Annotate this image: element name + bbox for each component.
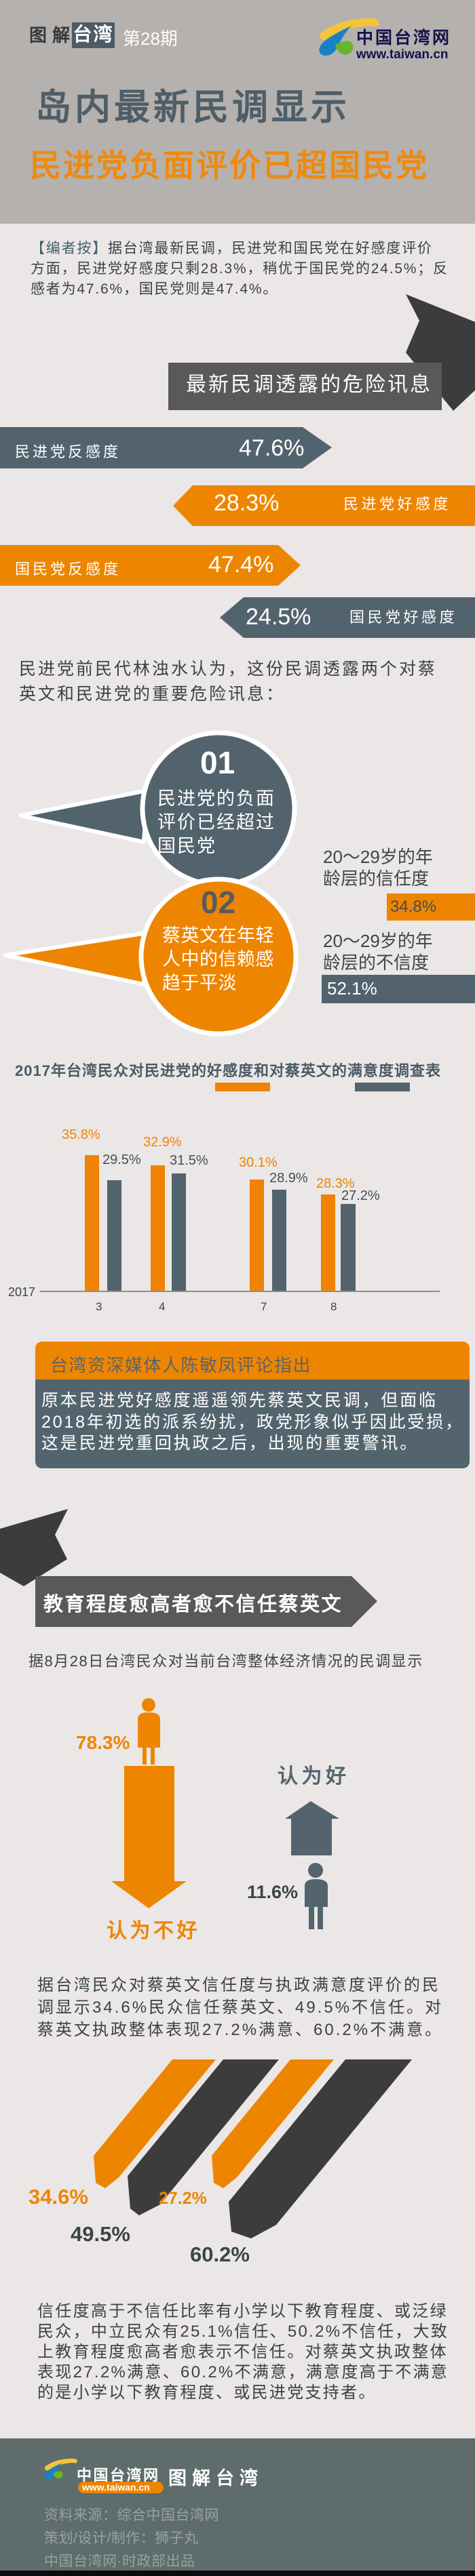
svg-text:民进党好感度: 民进党好感度 — [343, 496, 451, 512]
svg-text:认为好: 认为好 — [278, 1765, 350, 1788]
svg-text:49.5%: 49.5% — [71, 2222, 130, 2246]
svg-text:教育程度愈高者愈不信任蔡英文: 教育程度愈高者愈不信任蔡英文 — [43, 1592, 343, 1615]
svg-text:认为不好: 认为不好 — [107, 1920, 200, 1942]
svg-text:www.taiwan.cn: www.taiwan.cn — [81, 2482, 150, 2493]
svg-text:11.6%: 11.6% — [247, 1882, 298, 1902]
svg-text:最新民调透露的危险讯息: 最新民调透露的危险讯息 — [186, 374, 432, 396]
svg-text:34.6%: 34.6% — [28, 2185, 88, 2209]
svg-text:01: 01 — [200, 745, 235, 780]
svg-text:民进党反感度: 民进党反感度 — [15, 443, 121, 460]
svg-text:趋于平淡: 趋于平淡 — [162, 973, 237, 993]
svg-text:国民党: 国民党 — [157, 836, 216, 856]
svg-text:国民党好感度: 国民党好感度 — [349, 609, 457, 626]
svg-text:www.taiwan.cn: www.taiwan.cn — [356, 47, 449, 62]
svg-text:评价已经超过: 评价已经超过 — [157, 812, 276, 832]
svg-text:中国台湾网: 中国台湾网 — [77, 2467, 160, 2484]
svg-text:02: 02 — [201, 885, 235, 920]
svg-text:47.6%: 47.6% — [239, 435, 304, 461]
svg-text:人中的信赖感: 人中的信赖感 — [162, 949, 274, 969]
svg-text:24.5%: 24.5% — [246, 604, 311, 630]
svg-text:27.2%: 27.2% — [159, 2189, 207, 2208]
svg-text:蔡英文在年轻: 蔡英文在年轻 — [162, 925, 274, 946]
svg-text:47.4%: 47.4% — [208, 552, 273, 578]
svg-text:28.3%: 28.3% — [214, 490, 279, 516]
svg-text:国民党反感度: 国民党反感度 — [15, 561, 121, 578]
svg-text:60.2%: 60.2% — [190, 2242, 250, 2266]
svg-text:78.3%: 78.3% — [76, 1732, 130, 1753]
svg-text:中国台湾网: 中国台湾网 — [356, 28, 451, 47]
svg-text:民进党的负面: 民进党的负面 — [157, 788, 276, 809]
svg-text:图解台湾: 图解台湾 — [168, 2468, 263, 2489]
